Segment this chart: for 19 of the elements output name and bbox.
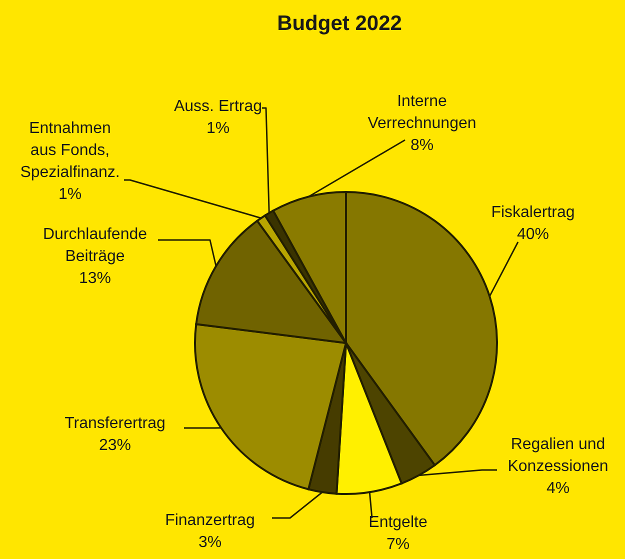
data-label: 40% bbox=[516, 226, 550, 243]
data-label: 1% bbox=[58, 186, 82, 203]
slice-label: Entnahmen aus Fonds, Spezialfinanz. bbox=[20, 120, 120, 181]
slice-label: Entgelte bbox=[368, 514, 428, 531]
slice-label: Durchlaufende Beiträge bbox=[42, 226, 148, 265]
data-label: 3% bbox=[198, 534, 222, 551]
slice-label: Transferertrag bbox=[64, 415, 166, 432]
data-label: 8% bbox=[410, 137, 434, 154]
slice-label: Interne Verrechnungen bbox=[368, 93, 476, 132]
data-label: 7% bbox=[386, 536, 410, 553]
data-label: 13% bbox=[78, 270, 112, 287]
data-label: 1% bbox=[206, 120, 230, 137]
slice-label: Finanzertrag bbox=[165, 512, 255, 529]
chart-title: Budget 2022 bbox=[277, 12, 402, 35]
slice-label: Auss. Ertrag bbox=[174, 98, 262, 115]
slice-label: Fiskalertrag bbox=[491, 204, 575, 221]
slice-label: Regalien und Konzessionen bbox=[508, 436, 608, 475]
data-label: 23% bbox=[98, 437, 132, 454]
data-label: 4% bbox=[546, 480, 570, 497]
